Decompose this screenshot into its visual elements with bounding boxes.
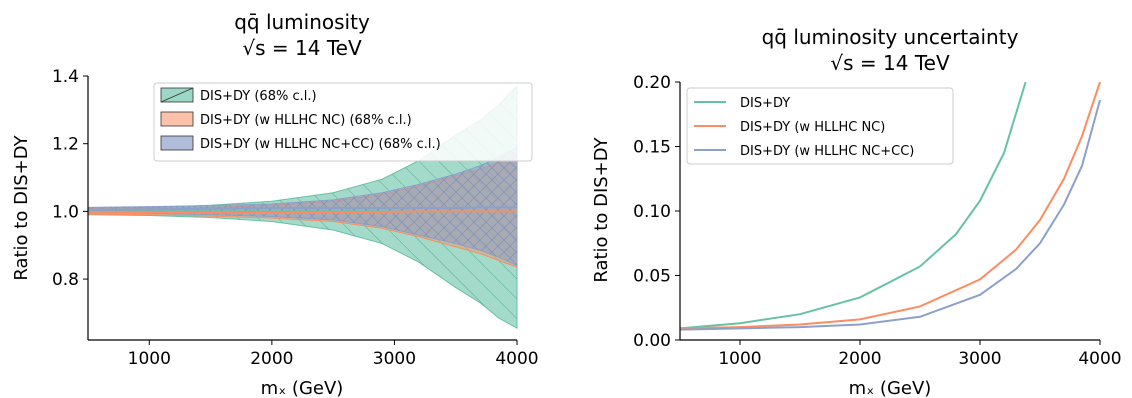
chart-title-line1: qq̄ luminosity uncertainty xyxy=(762,25,1019,49)
central-line-layer xyxy=(87,206,517,214)
line-layer xyxy=(679,81,1101,331)
legend-label-0: DIS+DY (68% c.l.) xyxy=(200,89,317,104)
series-line-1 xyxy=(679,81,1101,330)
legend-label-2: DIS+DY (w HLLHC NC+CC) xyxy=(740,144,914,159)
chart-title-line2: √s = 14 TeV xyxy=(830,51,950,75)
y-tick-label: 0.20 xyxy=(633,73,671,93)
legend-swatch-1 xyxy=(160,111,194,127)
x-tick-label: 3000 xyxy=(958,349,1001,369)
legend-label-1: DIS+DY (w HLLHC NC) xyxy=(740,120,885,135)
legend-frame xyxy=(153,82,533,162)
luminosity-uncertainty-chart: qq̄ luminosity uncertainty √s = 14 TeV 1… xyxy=(591,25,1122,398)
axes: 1000 2000 3000 4000 0.8 1.0 1.2 1.4 xyxy=(52,67,539,369)
y-tick-label: 0.8 xyxy=(52,270,79,290)
y-tick-label: 0.00 xyxy=(633,331,671,351)
central-line-1 xyxy=(87,210,517,214)
series-line-2 xyxy=(679,99,1101,331)
y-tick-label: 0.05 xyxy=(633,267,671,287)
y-axis-label: Ratio to DIS+DY xyxy=(591,136,612,282)
x-tick-label: 2000 xyxy=(838,349,881,369)
x-tick-label: 1000 xyxy=(128,349,171,369)
legend: DIS+DY DIS+DY (w HLLHC NC) DIS+DY (w HLL… xyxy=(686,87,954,165)
y-axis-label: Ratio to DIS+DY xyxy=(11,134,32,280)
band-hatch-2 xyxy=(88,147,517,266)
x-tick-label: 3000 xyxy=(373,349,416,369)
legend-hatch-0 xyxy=(160,87,194,103)
legend-label-0: DIS+DY xyxy=(740,96,790,111)
x-axis-label: mₓ (GeV) xyxy=(261,378,344,398)
legend: DIS+DY (68% c.l.) DIS+DY (w HLLHC NC) (6… xyxy=(153,82,533,162)
y-tick-label: 0.15 xyxy=(633,138,671,158)
x-tick-label: 4000 xyxy=(1078,349,1121,369)
x-tick-label: 1000 xyxy=(718,349,761,369)
legend-label-2: DIS+DY (w HLLHC NC+CC) (68% c.l.) xyxy=(200,137,441,152)
chart-title-line2: √s = 14 TeV xyxy=(242,36,362,60)
y-tick-label: 1.4 xyxy=(52,67,79,87)
legend-swatch-2 xyxy=(160,135,194,151)
x-tick-label: 4000 xyxy=(495,349,538,369)
y-tick-label: 1.2 xyxy=(52,135,79,155)
x-tick-label: 2000 xyxy=(250,349,293,369)
y-tick-label: 1.0 xyxy=(52,202,79,222)
y-tick-label: 0.10 xyxy=(633,202,671,222)
x-axis-label: mₓ (GeV) xyxy=(849,378,932,398)
luminosity-chart: qq̄ luminosity √s = 14 TeV 1000 2000 3000 4… xyxy=(11,10,539,398)
legend-frame xyxy=(686,87,954,165)
legend-label-1: DIS+DY (w HLLHC NC) (68% c.l.) xyxy=(200,113,412,128)
chart-title-line1: qq̄ luminosity xyxy=(234,10,370,34)
axes: 1000 2000 3000 4000 0.00 0.05 0.10 0.15 0.20 xyxy=(633,73,1121,369)
series-line-0 xyxy=(679,81,1027,330)
central-line-2 xyxy=(87,206,517,212)
